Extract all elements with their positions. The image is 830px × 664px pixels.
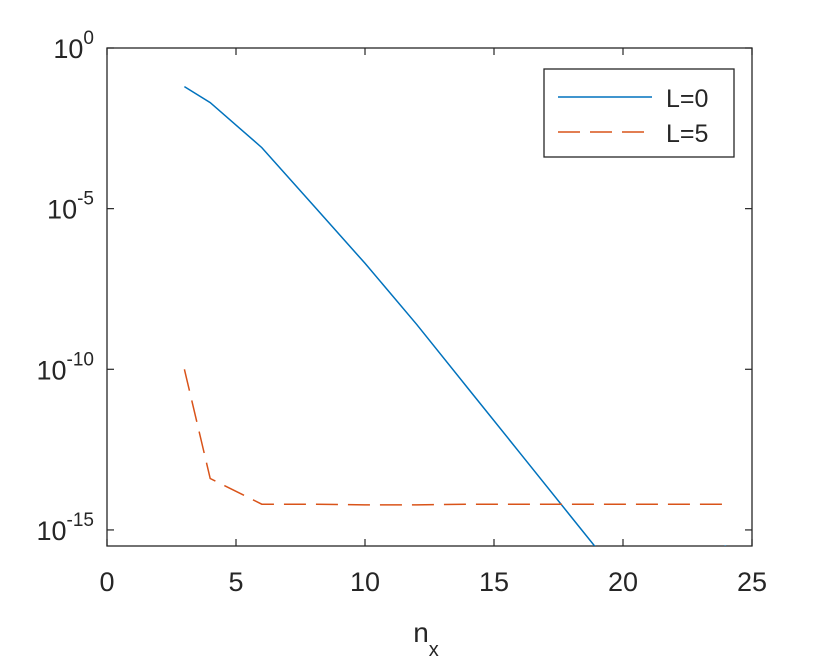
x-tick-label: 5 xyxy=(228,567,243,597)
series-line-l0 xyxy=(184,85,727,546)
y-tick-label: 10-15 xyxy=(36,510,94,546)
x-tick-label: 10 xyxy=(350,567,380,597)
legend: L=0 L=5 xyxy=(543,68,735,158)
x-tick-label: 25 xyxy=(737,567,767,597)
series-layer xyxy=(183,85,727,546)
x-tick-label: 20 xyxy=(608,567,638,597)
y-tick-label: 10-5 xyxy=(47,189,94,225)
x-axis-label: nx xyxy=(413,617,439,661)
y-tick-label-exponent: -10 xyxy=(67,349,94,370)
ticks-layer xyxy=(106,47,753,546)
y-tick-label-exponent: -15 xyxy=(67,510,94,531)
legend-box xyxy=(543,68,735,158)
y-tick-label-base: 10 xyxy=(36,516,66,546)
y-tick-label: 10-10 xyxy=(36,349,94,385)
y-tick-label-base: 10 xyxy=(36,355,66,385)
x-tick-label: 0 xyxy=(99,567,114,597)
y-tick-label-exponent: -5 xyxy=(77,189,94,210)
legend-label-l5: L=5 xyxy=(666,120,708,148)
x-tick-label: 15 xyxy=(479,567,509,597)
y-tick-label-base: 10 xyxy=(47,195,77,225)
y-tick-label-exponent: 0 xyxy=(83,28,94,49)
y-tick-label: 100 xyxy=(53,28,94,64)
y-tick-label-base: 10 xyxy=(53,34,83,64)
series-line-l5 xyxy=(183,369,727,506)
legend-label-l0: L=0 xyxy=(666,85,708,113)
